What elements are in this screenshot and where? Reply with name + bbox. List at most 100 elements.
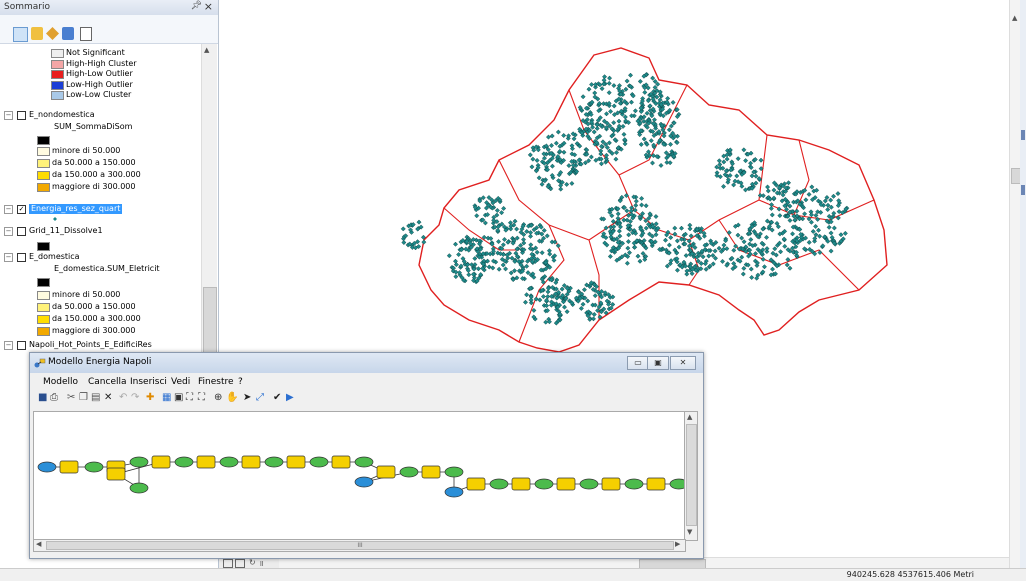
model-vscroll-thumb[interactable] <box>686 424 697 526</box>
list-by-source-button[interactable] <box>31 27 43 40</box>
collapse-toggle-icon[interactable]: − <box>4 111 13 120</box>
model-output-data-node[interactable] <box>489 478 509 490</box>
maximize-button[interactable]: ▣ <box>647 356 669 370</box>
layer-name[interactable]: Napoli_Hot_Points_E_EdificiRes <box>29 340 152 349</box>
full-extent-icon[interactable]: ▣ <box>174 392 184 403</box>
model-output-data-node[interactable] <box>84 461 104 473</box>
window-close-button[interactable]: ✕ <box>670 356 696 370</box>
layer-name[interactable]: E_nondomestica <box>29 110 95 119</box>
model-output-data-node[interactable] <box>174 456 194 468</box>
layer-name[interactable]: Grid_11_Dissolve1 <box>29 226 103 235</box>
collapse-toggle-icon[interactable]: − <box>4 341 13 350</box>
model-tool-node[interactable] <box>331 455 351 469</box>
data-view-icon[interactable] <box>223 559 233 568</box>
fixed-zoom-in-icon[interactable]: ⛶ <box>186 392 193 403</box>
menu-item-modello[interactable]: Modello <box>43 377 79 387</box>
layer-name[interactable]: E_domestica <box>29 252 80 261</box>
add-data-icon[interactable]: ✚ <box>146 392 155 403</box>
menu-item-help[interactable]: ? <box>238 377 243 387</box>
layer-visibility-checkbox[interactable] <box>17 111 26 120</box>
select-icon[interactable]: ➤ <box>243 392 252 403</box>
collapse-toggle-icon[interactable]: − <box>4 227 13 236</box>
model-canvas[interactable] <box>33 411 689 541</box>
model-tool-node[interactable] <box>286 455 306 469</box>
menu-item-vedi[interactable]: Vedi <box>171 377 191 387</box>
model-input-data-node[interactable] <box>354 476 374 488</box>
validate-icon[interactable]: ✔ <box>273 392 282 403</box>
model-output-data-node[interactable] <box>444 466 464 478</box>
model-output-data-node[interactable] <box>399 466 419 478</box>
model-input-data-node[interactable] <box>444 486 464 498</box>
scroll-thumb[interactable] <box>203 287 217 359</box>
copy-icon[interactable]: ❐ <box>79 392 88 403</box>
auto-layout-icon[interactable]: ▦ <box>162 392 172 403</box>
fixed-zoom-out-icon[interactable]: ⛶ <box>198 392 205 403</box>
print-icon[interactable]: ⎙ <box>50 392 58 403</box>
model-tool-node[interactable] <box>646 477 666 491</box>
model-output-data-node[interactable] <box>219 456 239 468</box>
model-horizontal-scrollbar[interactable]: ◀ III ▶ <box>33 539 686 552</box>
dock-tab-icon[interactable] <box>1021 130 1025 140</box>
list-by-selection-button[interactable] <box>62 27 74 40</box>
layer-name[interactable]: Energia_res_sez_quart <box>29 204 123 214</box>
model-tool-node[interactable] <box>376 465 396 479</box>
model-tool-node[interactable] <box>241 455 261 469</box>
model-output-data-node[interactable] <box>669 478 689 490</box>
scroll-up-arrow-icon[interactable]: ▲ <box>1012 14 1018 22</box>
model-output-data-node[interactable] <box>354 456 374 468</box>
layer-visibility-checkbox[interactable]: ✓ <box>17 205 26 214</box>
pause-icon[interactable]: ॥ <box>259 559 264 568</box>
model-tool-node[interactable] <box>556 477 576 491</box>
model-tool-node[interactable] <box>466 477 486 491</box>
cut-icon[interactable]: ✂ <box>67 392 76 403</box>
model-tool-node[interactable] <box>511 477 531 491</box>
model-output-data-node[interactable] <box>309 456 329 468</box>
model-output-data-node[interactable] <box>129 456 149 468</box>
run-icon[interactable]: ▶ <box>286 392 294 403</box>
options-button[interactable] <box>80 27 92 41</box>
model-tool-node[interactable] <box>106 467 126 481</box>
model-tool-node[interactable] <box>196 455 216 469</box>
model-output-data-node[interactable] <box>624 478 644 490</box>
scroll-down-arrow-icon[interactable]: ▼ <box>687 528 693 536</box>
list-by-drawing-order-button[interactable] <box>13 27 28 42</box>
minimize-button[interactable]: ▭ <box>627 356 649 370</box>
connect-icon[interactable]: ⤢ <box>256 392 264 403</box>
scroll-left-arrow-icon[interactable]: ◀ <box>36 540 42 548</box>
layout-view-buttons[interactable]: ↻ ॥ <box>219 558 279 568</box>
scroll-up-arrow-icon[interactable]: ▲ <box>204 46 210 54</box>
redo-icon[interactable]: ↷ <box>131 392 140 403</box>
menu-item-finestre[interactable]: Finestre <box>198 377 234 387</box>
scroll-right-arrow-icon[interactable]: ▶ <box>675 540 681 548</box>
list-by-visibility-button[interactable] <box>46 27 59 40</box>
model-tool-node[interactable] <box>421 465 441 479</box>
scroll-up-arrow-icon[interactable]: ▲ <box>687 413 693 421</box>
collapse-toggle-icon[interactable]: − <box>4 205 13 214</box>
layer-visibility-checkbox[interactable] <box>17 253 26 262</box>
map-canvas[interactable] <box>219 0 1009 568</box>
layer-visibility-checkbox[interactable] <box>17 341 26 350</box>
collapse-toggle-icon[interactable]: − <box>4 253 13 262</box>
model-hscroll-thumb[interactable]: III <box>46 541 674 550</box>
model-vertical-scrollbar[interactable]: ▲ ▼ <box>684 411 698 541</box>
pin-icon[interactable]: 📌︎ <box>190 1 202 11</box>
refresh-icon[interactable]: ↻ <box>249 558 256 567</box>
save-icon[interactable]: ■ <box>38 392 48 403</box>
paste-icon[interactable]: ▤ <box>91 392 101 403</box>
zoom-in-icon[interactable]: ⊕ <box>214 392 223 403</box>
dock-tab-icon[interactable] <box>1021 185 1025 195</box>
model-output-data-node[interactable] <box>534 478 554 490</box>
pan-icon[interactable]: ✋ <box>226 392 239 403</box>
model-output-data-node[interactable] <box>129 482 149 494</box>
layout-view-icon[interactable] <box>235 559 245 568</box>
model-tool-node[interactable] <box>59 460 79 474</box>
model-tool-node[interactable] <box>151 455 171 469</box>
model-input-data-node[interactable] <box>37 461 57 473</box>
toc-scrollbar[interactable]: ▲ <box>201 44 217 364</box>
delete-icon[interactable]: ✕ <box>104 392 113 403</box>
close-icon[interactable]: × <box>203 0 213 13</box>
menu-item-cancella[interactable]: Cancella <box>88 377 127 387</box>
model-output-data-node[interactable] <box>264 456 284 468</box>
model-output-data-node[interactable] <box>579 478 599 490</box>
model-diagram[interactable] <box>34 412 689 540</box>
